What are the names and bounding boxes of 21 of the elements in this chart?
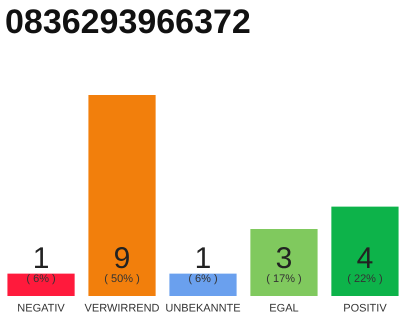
bar xyxy=(331,206,399,296)
bar xyxy=(88,95,156,296)
bar xyxy=(169,274,237,296)
chart-title: 0836293966372 xyxy=(5,3,251,41)
x-tick-label: EGAL xyxy=(269,302,299,314)
annotation: ( 22% ) xyxy=(347,273,383,285)
annotation: ( 17% ) xyxy=(266,273,302,285)
data-label: 4 xyxy=(356,242,374,275)
data-label: 1 xyxy=(194,242,212,275)
x-tick-label: NEGATIV xyxy=(17,302,66,314)
data-label: 9 xyxy=(114,242,130,275)
data-label: 1 xyxy=(32,242,50,275)
x-tick-label: UNBEKANNTE xyxy=(165,302,241,314)
annotation: ( 6% ) xyxy=(26,273,56,285)
bar xyxy=(250,229,318,296)
x-tick-label: VERWIRREND xyxy=(84,302,160,314)
bar xyxy=(7,274,75,296)
x-tick-label: POSITIV xyxy=(343,302,388,314)
annotation: ( 50% ) xyxy=(104,273,140,285)
annotation: ( 6% ) xyxy=(188,273,218,285)
data-label: 3 xyxy=(276,242,292,275)
